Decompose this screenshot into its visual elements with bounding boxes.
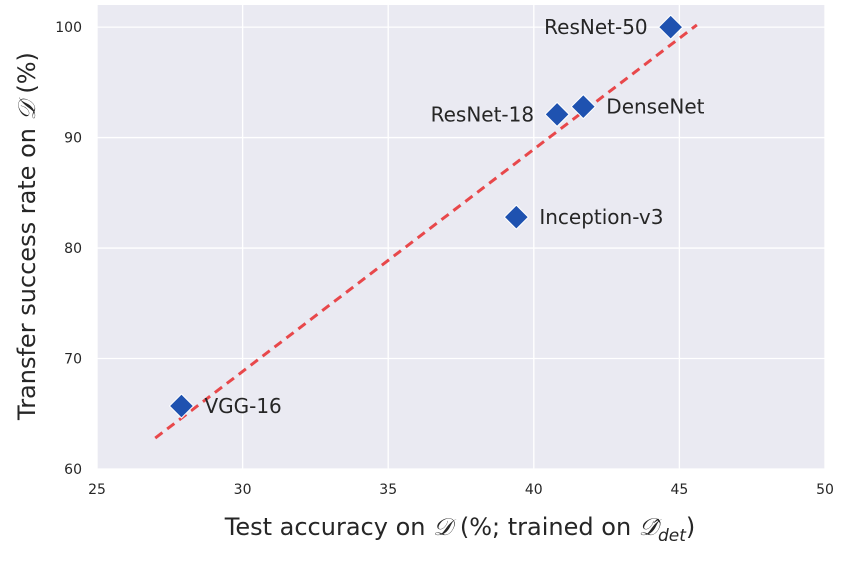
trend-line bbox=[154, 23, 698, 440]
x-tick-label: 50 bbox=[816, 482, 834, 498]
x-tick-label: 40 bbox=[525, 482, 543, 498]
data-point-marker bbox=[544, 101, 570, 128]
y-tick-label: 60 bbox=[64, 462, 82, 478]
y-tick-labels: 60 70 80 90 100 bbox=[55, 20, 82, 478]
y-axis-label: Transfer success rate on 𝒟 (%) bbox=[13, 52, 41, 421]
y-tick-label: 70 bbox=[64, 352, 82, 368]
data-point-marker bbox=[168, 393, 195, 419]
data-point-label: VGG-16 bbox=[204, 394, 281, 418]
x-tick-label: 30 bbox=[234, 482, 252, 498]
data-point-label: ResNet-50 bbox=[544, 15, 648, 39]
data-point-label: Inception-v3 bbox=[539, 205, 663, 229]
x-tick-label: 25 bbox=[88, 482, 106, 498]
data-point-marker bbox=[570, 93, 597, 120]
data-point-marker bbox=[657, 14, 684, 40]
x-tick-labels: 25 30 35 40 45 50 bbox=[88, 482, 834, 498]
data-points: VGG-16 Inception-v3 ResNet-18 DenseNet ResNe… bbox=[168, 14, 705, 419]
y-tick-label: 80 bbox=[64, 241, 82, 257]
y-tick-label: 90 bbox=[64, 131, 82, 147]
data-point-label: ResNet-18 bbox=[431, 102, 535, 126]
x-axis-label: Test accuracy on 𝒟 (%; trained on 𝒟̂det) bbox=[224, 513, 695, 546]
x-tick-label: 35 bbox=[379, 482, 397, 498]
x-tick-label: 45 bbox=[670, 482, 688, 498]
y-tick-label: 100 bbox=[55, 20, 82, 36]
data-point-marker bbox=[503, 204, 530, 230]
grid-lines bbox=[96, 5, 826, 470]
data-point-label: DenseNet bbox=[606, 95, 704, 119]
